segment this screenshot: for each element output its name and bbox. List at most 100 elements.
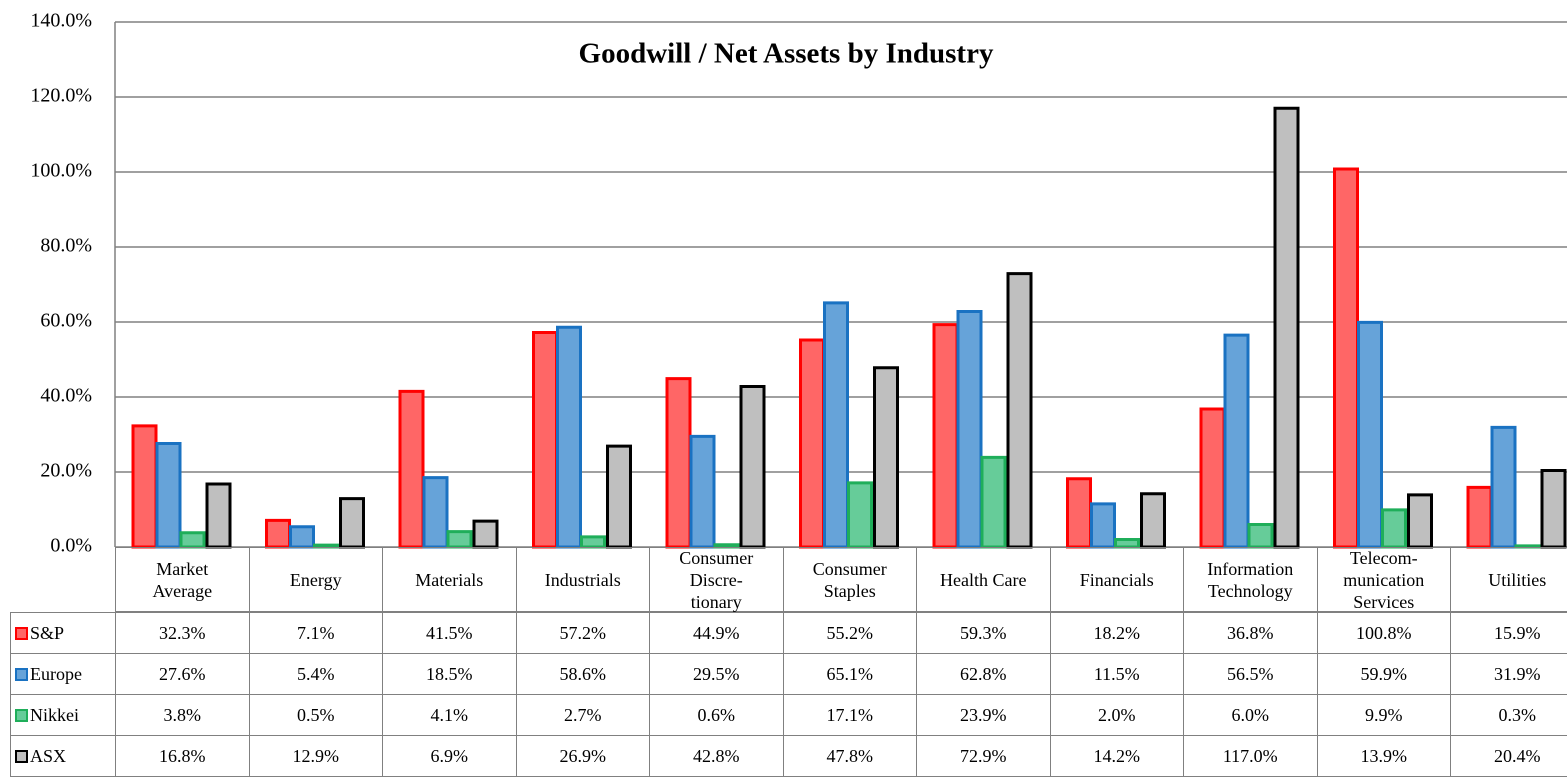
bar <box>1381 508 1407 549</box>
value-label: 100.8% <box>1316 612 1451 654</box>
value-label: 41.5% <box>382 612 517 654</box>
value-label: 117.0% <box>1183 735 1318 777</box>
category-label: Health Care <box>916 547 1051 612</box>
bar <box>1140 492 1166 549</box>
bar <box>1407 493 1433 549</box>
value-label: 2.0% <box>1049 694 1184 736</box>
bar <box>398 389 425 549</box>
bar <box>739 385 766 549</box>
bar <box>1490 425 1517 549</box>
legend-entry: Nikkei <box>10 694 116 736</box>
value-label: 7.1% <box>248 612 383 654</box>
legend-swatch <box>15 626 28 640</box>
bar <box>1540 469 1567 549</box>
legend-swatch <box>15 708 28 722</box>
bar <box>689 434 716 549</box>
bar <box>980 455 1007 549</box>
legend-entry: Europe <box>10 653 116 695</box>
value-label: 2.7% <box>515 694 650 736</box>
bar <box>179 531 206 549</box>
bar <box>131 424 158 549</box>
bar <box>1114 538 1140 549</box>
category-label: Energy <box>248 547 383 612</box>
value-label: 6.0% <box>1183 694 1318 736</box>
value-label: 18.5% <box>382 653 517 695</box>
bar <box>472 519 499 549</box>
category-label: Information Technology <box>1183 547 1318 612</box>
y-tick-label: 120.0% <box>30 85 92 107</box>
category-label: Industrials <box>515 547 650 612</box>
value-label: 32.3% <box>115 612 250 654</box>
bar <box>446 530 473 549</box>
bar <box>339 497 365 549</box>
bar <box>422 476 449 549</box>
y-tick-label: 0.0% <box>50 535 92 557</box>
bar <box>1199 407 1226 549</box>
chart-title: Goodwill / Net Assets by Industry <box>579 38 994 70</box>
category-label: Market Average <box>115 547 250 612</box>
value-label: 18.2% <box>1049 612 1184 654</box>
bar <box>265 518 291 549</box>
value-label: 0.3% <box>1450 694 1567 736</box>
bar <box>1466 485 1493 549</box>
bar <box>606 444 632 549</box>
value-label: 55.2% <box>782 612 917 654</box>
y-tick-label: 60.0% <box>40 310 92 332</box>
category-label: Materials <box>382 547 517 612</box>
bar <box>1357 320 1383 549</box>
bar <box>932 323 959 549</box>
value-label: 3.8% <box>115 694 250 736</box>
value-label: 16.8% <box>115 735 250 777</box>
bar <box>847 481 873 549</box>
value-label: 0.5% <box>248 694 383 736</box>
legend-swatch <box>15 749 28 763</box>
bar <box>205 482 232 549</box>
bar <box>155 442 182 549</box>
y-tick-label: 140.0% <box>30 10 92 32</box>
value-label: 6.9% <box>382 735 517 777</box>
value-label: 44.9% <box>649 612 784 654</box>
legend-label: Europe <box>30 664 82 684</box>
value-label: 62.8% <box>916 653 1051 695</box>
bar <box>289 525 315 549</box>
bar <box>799 338 825 549</box>
value-label: 11.5% <box>1049 653 1184 695</box>
value-label: 9.9% <box>1316 694 1451 736</box>
value-label: 0.6% <box>649 694 784 736</box>
legend-label: S&P <box>30 623 65 643</box>
value-label: 4.1% <box>382 694 517 736</box>
value-label: 59.3% <box>916 612 1051 654</box>
bar <box>956 310 983 549</box>
y-tick-label: 20.0% <box>40 460 92 482</box>
value-label: 27.6% <box>115 653 250 695</box>
value-label: 58.6% <box>515 653 650 695</box>
value-label: 12.9% <box>248 735 383 777</box>
bar <box>1333 167 1359 549</box>
bar <box>1090 502 1116 549</box>
value-label: 31.9% <box>1450 653 1567 695</box>
value-label: 59.9% <box>1316 653 1451 695</box>
legend-entry: ASX <box>10 735 116 777</box>
y-tick-label: 80.0% <box>40 235 92 257</box>
category-label: Telecom- munication Services <box>1316 547 1451 612</box>
bar <box>580 535 606 549</box>
value-label: 13.9% <box>1316 735 1451 777</box>
value-label: 42.8% <box>649 735 784 777</box>
bar <box>1223 333 1250 549</box>
category-label: Financials <box>1049 547 1184 612</box>
bar <box>665 377 692 549</box>
value-label: 65.1% <box>782 653 917 695</box>
value-label: 36.8% <box>1183 612 1318 654</box>
value-label: 47.8% <box>782 735 917 777</box>
bar <box>532 331 558 549</box>
value-label: 23.9% <box>916 694 1051 736</box>
y-tick-label: 40.0% <box>40 385 92 407</box>
value-label: 17.1% <box>782 694 917 736</box>
bar <box>1247 523 1274 549</box>
legend-entry: S&P <box>10 612 116 654</box>
bar <box>1006 272 1033 549</box>
value-label: 57.2% <box>515 612 650 654</box>
value-label: 15.9% <box>1450 612 1567 654</box>
category-label: Utilities <box>1450 547 1567 612</box>
